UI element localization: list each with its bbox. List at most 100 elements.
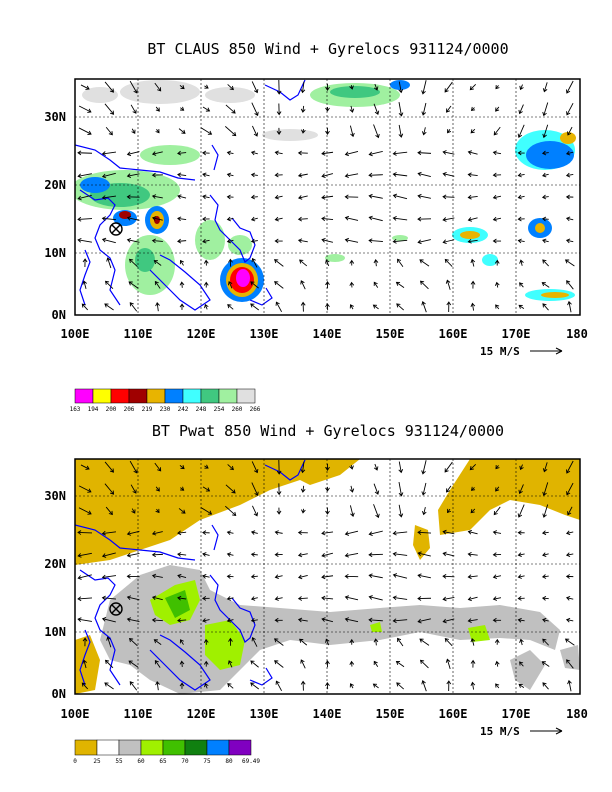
wind-vector [128, 637, 138, 647]
wind-vector [492, 574, 502, 580]
wind-vector [226, 574, 234, 579]
wind-vector [300, 81, 306, 94]
wind-vector [368, 172, 383, 178]
wind-vector [470, 280, 476, 289]
wind-vector [567, 679, 572, 692]
lon-label: 150E [376, 327, 405, 341]
wind-vector [203, 638, 209, 645]
wind-vector [101, 574, 117, 580]
wind-vector [274, 259, 284, 267]
wind-vector [153, 260, 162, 266]
wind-vector [447, 129, 452, 134]
wind-vector [344, 151, 359, 157]
wind-vector [321, 216, 334, 222]
wind-vector [373, 83, 379, 91]
colorbar-swatch [118, 739, 142, 756]
wind-vector [565, 150, 574, 156]
wind-vector [446, 301, 452, 312]
wind-vector [495, 683, 500, 689]
wind-vector [349, 105, 355, 113]
wind-vector [130, 484, 137, 494]
wind-vector [274, 617, 283, 623]
wind-vector [373, 463, 379, 471]
wind-vector [517, 596, 525, 601]
wind-scale-label: 15 M/S [480, 725, 520, 738]
colorbar-swatch [184, 739, 208, 756]
wind-vector [179, 281, 185, 288]
wind-vector [368, 150, 383, 157]
wind-vector [82, 637, 88, 647]
wind-vector [325, 660, 330, 668]
wind-vector [177, 150, 187, 156]
wind-vector [396, 303, 405, 311]
map1-lon-labels: 100E 110E 120E 130E 140E 150E 160E 170E … [61, 327, 588, 341]
colorbar-swatch [92, 388, 112, 404]
wind-vector [227, 280, 233, 289]
map1-cloud-shading [75, 80, 576, 302]
wind-vector [444, 258, 453, 267]
colorbar-label: 242 [178, 406, 189, 413]
wind-vector [541, 194, 549, 200]
wind-vector [492, 530, 502, 535]
wind-vector [250, 596, 258, 601]
wind-vector [101, 151, 117, 156]
wind-vector [77, 552, 92, 558]
wind-vector [227, 660, 233, 668]
wind-vector [155, 681, 160, 691]
wind-vector [470, 258, 476, 267]
wind-vector [494, 660, 500, 667]
wind-vector [495, 465, 500, 470]
wind-vector [442, 573, 455, 579]
lat-label: 10N [44, 246, 66, 260]
wind-vector [299, 259, 308, 267]
wind-vector [129, 460, 138, 474]
wind-vector [78, 105, 92, 113]
wind-vector [344, 173, 359, 179]
wind-vector [300, 659, 306, 669]
wind-vector [467, 238, 478, 244]
wind-vector [151, 573, 163, 579]
wind-vector [493, 126, 501, 136]
colorbar-label: 230 [160, 406, 171, 413]
wind-vector [128, 281, 139, 289]
wind-vector [392, 172, 408, 177]
wind-vector [129, 80, 138, 94]
wind-vector [542, 617, 549, 623]
wind-vector [344, 574, 359, 579]
colorbar-label: 25 [93, 758, 101, 765]
wind-vector [373, 638, 379, 646]
wind-vector [325, 507, 330, 515]
wind-vector [564, 638, 575, 646]
wind-vector [104, 303, 114, 311]
wind-vector [372, 683, 379, 689]
wind-vector [392, 551, 408, 557]
colorbar-label: 200 [106, 406, 117, 413]
wind-vector [417, 171, 431, 177]
wind-vector [275, 301, 283, 313]
wind-vector [565, 238, 574, 244]
colorbar-swatch [218, 388, 238, 404]
lat-label: 10N [44, 625, 66, 639]
wind-vector [392, 573, 408, 579]
wind-vector [494, 281, 500, 288]
wind-vector [519, 464, 524, 471]
wind-vector [300, 461, 306, 474]
wind-vector [518, 683, 525, 688]
wind-vector [373, 504, 380, 519]
wind-vector [392, 151, 408, 156]
wind-vector [104, 461, 114, 473]
wind-vector [153, 639, 162, 646]
lon-label: 180 [566, 707, 588, 721]
wind-vector [517, 124, 525, 138]
map2-gyre-marker [109, 602, 123, 616]
wind-vector [349, 259, 355, 266]
wind-vector [442, 217, 455, 222]
colorbar-swatch [96, 739, 120, 756]
wind-vector [151, 216, 163, 221]
wind-vector [129, 681, 138, 691]
map1-wind-scale: 15 M/S [480, 345, 563, 358]
wind-vector [276, 483, 282, 496]
wind-vector [126, 173, 140, 178]
lon-label: 140E [313, 707, 342, 721]
wind-vector [519, 259, 524, 266]
